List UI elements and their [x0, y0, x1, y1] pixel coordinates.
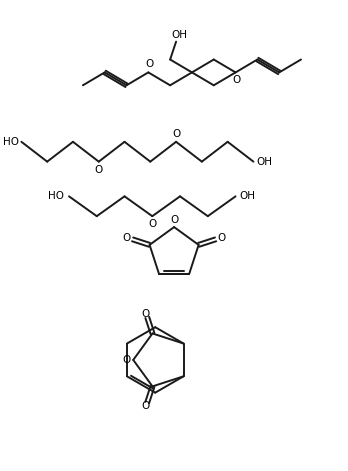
Text: O: O [95, 164, 103, 175]
Text: O: O [122, 355, 130, 365]
Text: O: O [172, 129, 180, 139]
Text: O: O [141, 401, 150, 411]
Text: OH: OH [239, 191, 255, 201]
Text: O: O [170, 215, 178, 225]
Text: OH: OH [171, 30, 187, 40]
Text: O: O [148, 219, 156, 229]
Text: O: O [217, 233, 226, 243]
Text: O: O [232, 75, 241, 85]
Text: HO: HO [48, 191, 64, 201]
Text: O: O [141, 309, 150, 319]
Text: OH: OH [256, 157, 272, 167]
Text: O: O [145, 59, 153, 70]
Text: O: O [123, 233, 131, 243]
Text: HO: HO [2, 137, 18, 147]
